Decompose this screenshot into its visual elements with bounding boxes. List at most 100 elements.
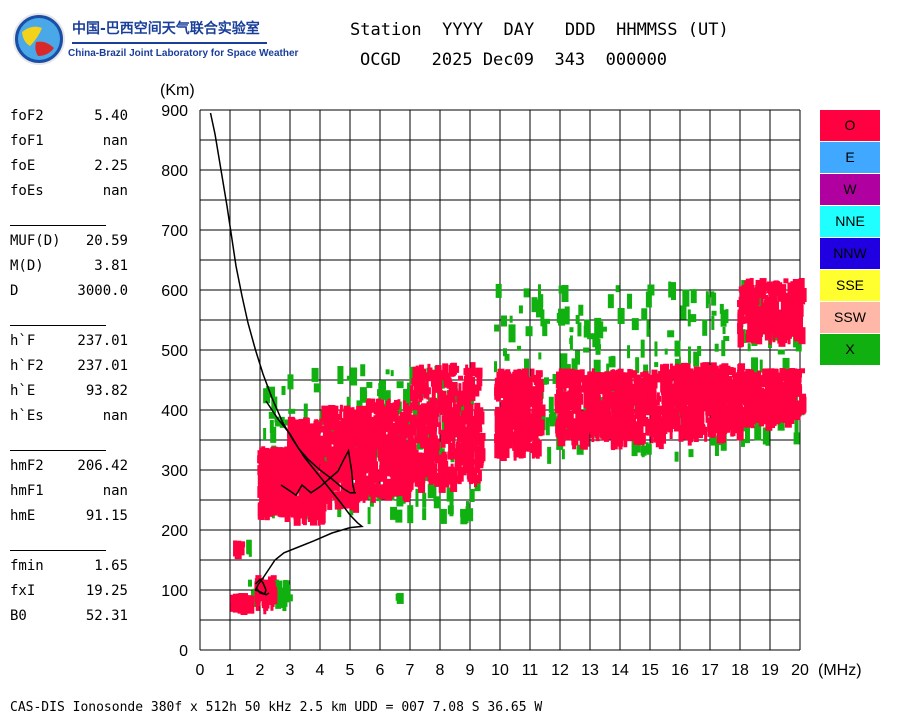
echo-point-o	[700, 424, 706, 435]
echo-point-o	[697, 409, 705, 423]
echo-point-o	[520, 377, 525, 390]
echo-point-o	[318, 425, 326, 433]
echo-point-o	[697, 381, 702, 394]
echo-point-o	[346, 486, 350, 496]
echo-point-x	[682, 289, 690, 307]
echo-point-o	[660, 370, 667, 381]
echo-point-o	[741, 285, 748, 303]
echo-point-x	[697, 345, 702, 356]
echo-point-o	[425, 448, 433, 457]
echo-point-o	[718, 389, 723, 398]
echo-point-o	[470, 459, 476, 465]
echo-point-o	[283, 448, 289, 460]
echo-point-o	[721, 396, 727, 406]
echo-point-o	[638, 397, 646, 409]
echo-point-o	[745, 383, 751, 394]
echo-point-o	[371, 420, 377, 430]
echo-point-x	[721, 340, 726, 357]
echo-point-o	[507, 422, 514, 431]
x-tick-label: 3	[286, 662, 295, 679]
param-value: 206.42	[77, 458, 128, 474]
echo-point-o	[701, 379, 708, 388]
virtual-height-trace	[265, 400, 356, 494]
echo-point-o	[417, 408, 424, 421]
echo-point-o	[514, 373, 522, 383]
echo-point-o	[414, 417, 418, 430]
echo-point-x	[396, 488, 404, 507]
echo-point-o	[795, 290, 803, 304]
echo-point-o	[721, 363, 729, 372]
echo-point-o	[262, 505, 266, 512]
echo-point-o	[283, 455, 288, 470]
echo-point-o	[259, 454, 267, 471]
echo-point-o	[494, 383, 500, 400]
echo-point-o	[330, 477, 334, 487]
echo-point-x	[439, 508, 447, 524]
echo-point-o	[361, 451, 366, 463]
echo-point-o	[392, 402, 400, 410]
echo-point-o	[593, 382, 601, 399]
echo-point-o	[413, 386, 419, 393]
echo-point-x	[523, 288, 530, 298]
echo-point-o	[436, 399, 441, 406]
echo-point-o	[320, 459, 324, 468]
echo-point-o	[604, 423, 608, 441]
echo-point-o	[452, 430, 456, 447]
echo-point-o	[283, 493, 291, 503]
echo-point-o	[406, 424, 412, 438]
echo-point-o	[697, 396, 702, 408]
echo-point-o	[606, 376, 611, 394]
echo-point-o	[314, 430, 320, 441]
echo-point-o	[342, 492, 349, 509]
echo-point-o	[533, 374, 541, 385]
echo-point-x	[248, 579, 253, 587]
echo-point-o	[588, 381, 594, 387]
echo-point-o	[343, 443, 351, 462]
echo-point-o	[257, 589, 263, 600]
echo-point-o	[276, 491, 280, 499]
echo-point-o	[761, 389, 769, 397]
echo-point-o	[282, 477, 288, 488]
echo-point-o	[753, 394, 760, 411]
echo-point-o	[693, 408, 699, 421]
echo-point-x	[711, 292, 717, 306]
echo-point-x	[680, 305, 687, 320]
echo-point-x	[641, 308, 648, 321]
echo-point-o	[335, 442, 340, 459]
echo-point-o	[764, 296, 768, 302]
echo-point-x	[384, 390, 391, 407]
echo-point-x	[251, 590, 255, 597]
echo-point-o	[366, 437, 370, 455]
echo-point-o	[572, 426, 577, 441]
echo-point-o	[474, 446, 479, 458]
echo-point-o	[686, 397, 690, 405]
echo-point-o	[507, 433, 513, 449]
echo-point-o	[637, 433, 645, 446]
legend-item-nne: NNE	[820, 206, 880, 237]
echo-point-x	[569, 327, 574, 333]
echo-point-o	[780, 381, 786, 396]
echo-point-o	[737, 412, 744, 423]
echo-point-o	[627, 369, 633, 378]
echo-point-x	[617, 307, 625, 324]
echo-point-o	[533, 442, 540, 458]
echo-point-o	[364, 424, 371, 434]
echo-point-o	[604, 408, 610, 419]
echo-point-o	[610, 382, 618, 391]
echo-point-o	[287, 493, 293, 512]
echo-point-o	[757, 308, 765, 326]
echo-point-o	[329, 411, 335, 420]
echo-point-o	[383, 484, 390, 496]
echo-point-o	[426, 401, 432, 417]
echo-point-o	[533, 425, 538, 438]
echo-point-o	[567, 368, 575, 384]
echo-point-o	[381, 416, 388, 432]
echo-point-o	[412, 390, 418, 407]
echo-point-x	[465, 506, 469, 524]
echo-point-o	[368, 486, 374, 492]
echo-point-o	[644, 418, 652, 425]
echo-point-o	[773, 280, 779, 286]
echo-point-o	[712, 370, 719, 383]
echo-point-o	[446, 425, 450, 432]
param-key: fxI	[10, 583, 36, 599]
